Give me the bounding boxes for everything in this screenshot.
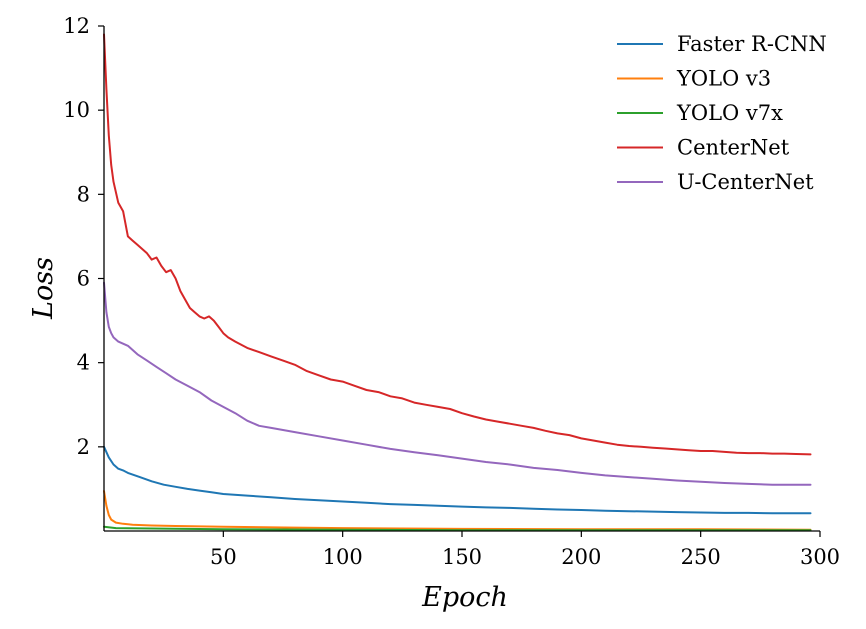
x-axis-title: Epoch [421,582,508,613]
legend-label: CenterNet [677,136,790,160]
y-tick-label: 12 [63,14,90,38]
x-tick-label: 50 [210,545,237,569]
x-tick-label: 300 [800,545,840,569]
legend-label: YOLO v3 [676,67,771,91]
series-line-yolo-v7x [103,525,812,532]
y-tick-label: 10 [63,98,90,122]
series-line-centernet [103,33,812,456]
x-tick-label: 250 [681,545,721,569]
legend-label: Faster R-CNN [677,32,827,56]
legend-label: U-CenterNet [677,170,814,194]
y-tick-label: 4 [77,351,90,375]
legend: Faster R-CNN YOLO v3 YOLO v7x CenterNet U-Ce… [617,32,827,194]
y-tick-label: 6 [77,267,90,291]
y-axis-title: Loss [28,257,59,320]
series-line-yolo-v3 [103,490,812,531]
legend-label: YOLO v7x [676,101,783,125]
x-tick-label: 150 [442,545,482,569]
x-tick-label: 100 [323,545,363,569]
x-tick-label: 200 [561,545,601,569]
y-tick-label: 2 [77,435,90,459]
series-line-faster-r-cnn [103,445,812,515]
axes: 50 100 150 200 250 300 2 4 6 8 10 12 [63,14,840,569]
series-line-u-centernet [103,281,812,486]
y-tick-label: 8 [77,182,90,206]
plot-area [103,33,812,532]
